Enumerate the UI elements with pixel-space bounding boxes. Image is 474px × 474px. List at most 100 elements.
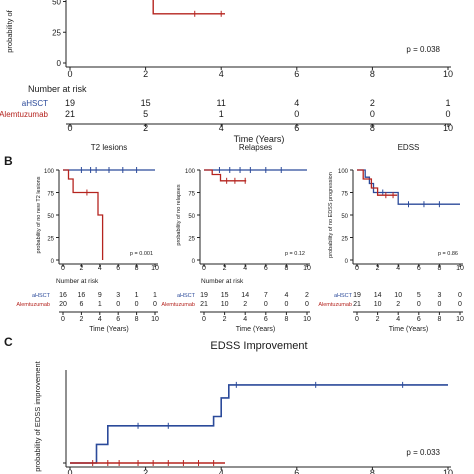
risk-value: 0 xyxy=(284,301,288,308)
y-tick-label: 75 xyxy=(188,192,195,198)
risk-tick-label: 8 xyxy=(135,316,139,323)
risk-tick-label: 8 xyxy=(437,316,441,323)
x-tick-label: 0 xyxy=(202,265,206,272)
risk-value: 21 xyxy=(65,109,75,119)
risk-value: 16 xyxy=(59,292,67,299)
y-tick-label: 75 xyxy=(47,192,54,198)
risk-tick-label: 10 xyxy=(456,316,464,323)
risk-table-title: Number at risk xyxy=(28,84,87,94)
risk-tick-label: 10 xyxy=(443,123,453,133)
risk-value: 3 xyxy=(437,292,441,299)
risk-row-label: aHSCT xyxy=(334,293,353,299)
risk-row-label: aHSCT xyxy=(32,293,51,299)
risk-row-label: Alemtuzumab xyxy=(16,302,50,308)
x-axis-label: Time (Years) xyxy=(236,326,276,333)
risk-value: 19 xyxy=(353,292,361,299)
risk-value: 0 xyxy=(417,301,421,308)
x-tick-label: 10 xyxy=(443,69,453,79)
risk-value: 19 xyxy=(65,98,75,108)
x-tick-label: 6 xyxy=(294,468,299,474)
risk-value: 0 xyxy=(458,301,462,308)
y-tick-label: 25 xyxy=(52,28,61,37)
risk-tick-label: 0 xyxy=(61,316,65,323)
risk-value: 10 xyxy=(221,301,229,308)
risk-tick-label: 6 xyxy=(116,316,120,323)
y-tick-label: 0 xyxy=(192,259,196,265)
x-tick-label: 4 xyxy=(219,468,224,474)
panel-label-c: C xyxy=(4,335,13,349)
risk-tick-label: 4 xyxy=(243,316,247,323)
risk-tick-label: 8 xyxy=(284,316,288,323)
risk-value: 14 xyxy=(241,292,249,299)
x-axis-label: Time (Years) xyxy=(234,134,285,144)
chart-title: T2 lesions xyxy=(91,143,127,152)
risk-value: 21 xyxy=(353,301,361,308)
x-tick-label: 4 xyxy=(219,69,224,79)
x-tick-label: 2 xyxy=(79,265,83,272)
risk-tick-label: 2 xyxy=(79,316,83,323)
risk-tick-label: 4 xyxy=(219,123,224,133)
risk-value: 11 xyxy=(217,98,226,108)
x-axis-label: Time (Years) xyxy=(389,326,429,333)
risk-table-title: Number at risk xyxy=(56,278,99,285)
y-axis-label: probability of no relapses xyxy=(176,184,182,245)
risk-value: 3 xyxy=(116,292,120,299)
risk-value: 10 xyxy=(394,292,402,299)
p-value: p = 0.12 xyxy=(285,251,305,257)
x-axis-label: Time (Years) xyxy=(89,326,129,333)
risk-value: 6 xyxy=(79,301,83,308)
risk-value: 1 xyxy=(445,98,450,108)
panel-label-b: B xyxy=(4,154,13,168)
series-line-alemtuzumab xyxy=(357,169,398,196)
risk-value: 2 xyxy=(305,292,309,299)
x-tick-label: 0 xyxy=(355,265,359,272)
y-axis-label: probability of no new T2 lesions xyxy=(36,176,42,253)
x-tick-label: 4 xyxy=(98,265,102,272)
series-line-alemtuzumab xyxy=(152,0,225,15)
x-tick-label: 10 xyxy=(443,468,453,474)
y-tick-label: 50 xyxy=(188,214,195,220)
x-tick-label: 4 xyxy=(243,265,247,272)
risk-tick-label: 10 xyxy=(303,316,311,323)
risk-value: 0 xyxy=(437,301,441,308)
risk-tick-label: 0 xyxy=(67,123,72,133)
x-tick-label: 10 xyxy=(303,265,311,272)
series-line-alemtuzumab xyxy=(204,169,247,182)
risk-value: 0 xyxy=(370,109,375,119)
x-tick-label: 2 xyxy=(376,265,380,272)
y-tick-label: 75 xyxy=(341,192,348,198)
x-tick-label: 6 xyxy=(116,265,120,272)
risk-value: 0 xyxy=(458,292,462,299)
risk-row-label: aHSCT xyxy=(177,293,196,299)
y-tick-label: 0 xyxy=(57,59,62,68)
risk-value: 20 xyxy=(59,301,67,308)
y-tick-label: 25 xyxy=(47,237,54,243)
x-tick-label: 2 xyxy=(143,69,148,79)
risk-value: 1 xyxy=(98,301,102,308)
y-tick-label: 50 xyxy=(52,0,61,7)
series-line-ahsct xyxy=(70,384,448,464)
risk-value: 5 xyxy=(143,109,148,119)
x-tick-label: 10 xyxy=(456,265,464,272)
p-value: p = 0.86 xyxy=(438,251,458,257)
risk-value: 2 xyxy=(396,301,400,308)
risk-tick-label: 6 xyxy=(294,123,299,133)
x-tick-label: 2 xyxy=(223,265,227,272)
p-value: p = 0.038 xyxy=(406,45,440,54)
chart-title: Relapses xyxy=(239,143,272,152)
x-tick-label: 8 xyxy=(437,265,441,272)
risk-tick-label: 4 xyxy=(98,316,102,323)
x-tick-label: 6 xyxy=(417,265,421,272)
risk-value: 15 xyxy=(221,292,229,299)
x-tick-label: 8 xyxy=(284,265,288,272)
y-tick-label: 25 xyxy=(341,237,348,243)
x-tick-label: 8 xyxy=(370,468,375,474)
y-tick-label: 50 xyxy=(341,214,348,220)
chart-title: EDSS xyxy=(398,143,420,152)
x-tick-label: 4 xyxy=(396,265,400,272)
y-tick-label: 50 xyxy=(47,214,54,220)
y-tick-label: 0 xyxy=(345,259,349,265)
y-axis-label: probability of no EDSS progression xyxy=(328,172,334,258)
risk-tick-label: 2 xyxy=(376,316,380,323)
series-line-ahsct xyxy=(357,169,460,205)
